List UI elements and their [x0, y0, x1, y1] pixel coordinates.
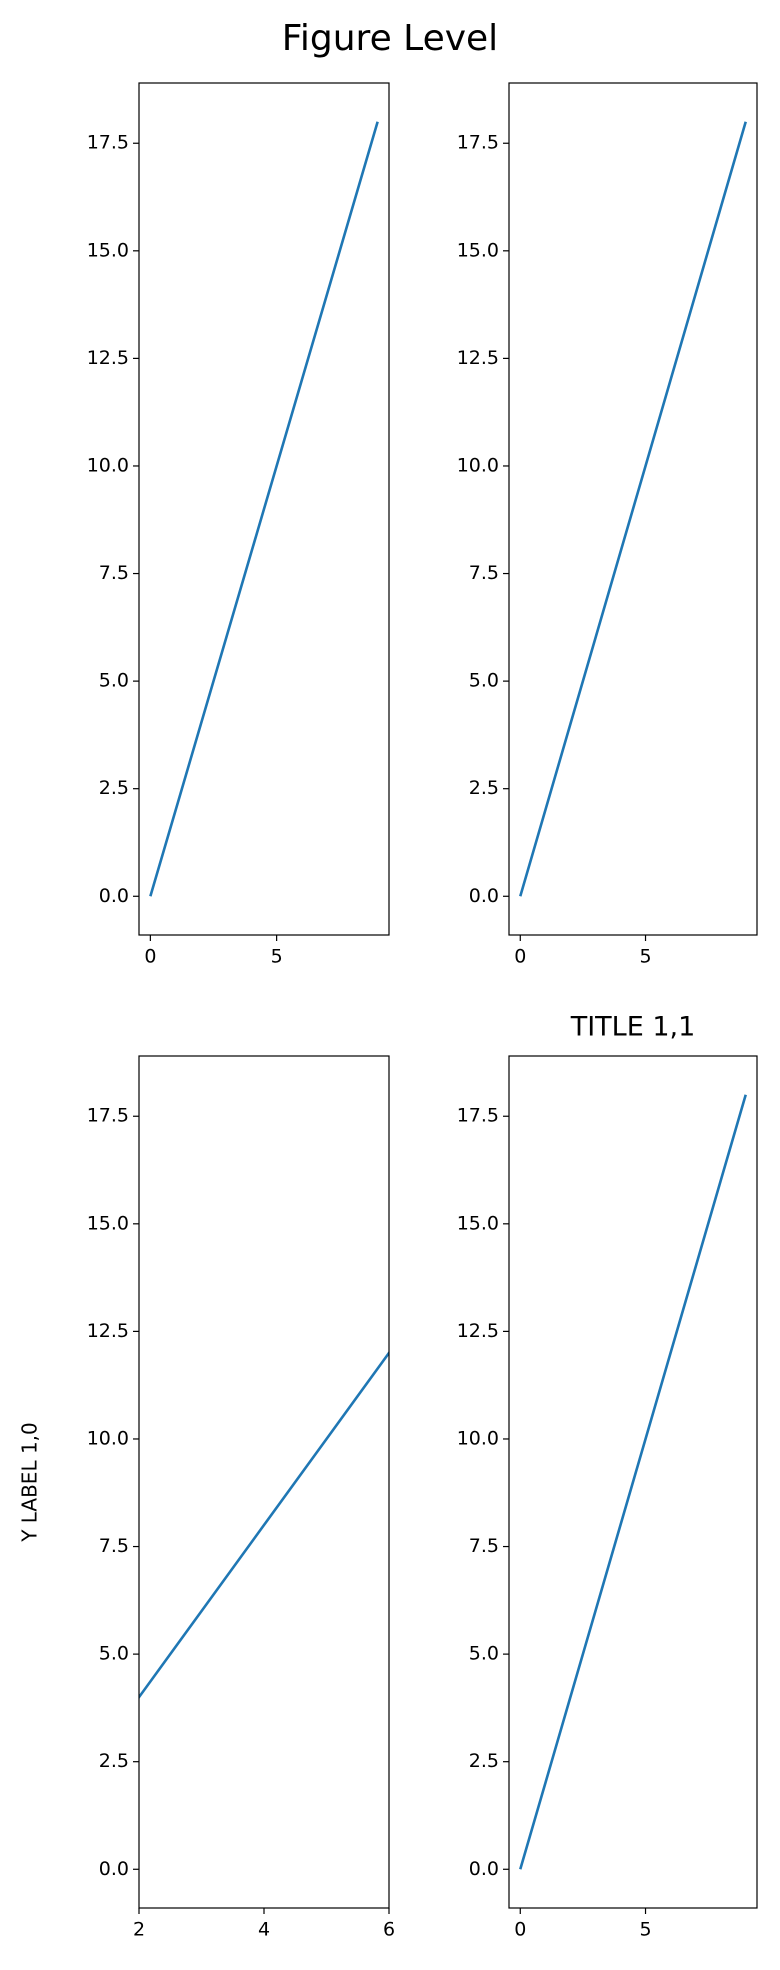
subplot: 0.0 2.5 5.0 7.5 10.0 12.5 15.0 17.5 0 5 — [87, 82, 390, 968]
y-tick-label: 10.0 — [87, 454, 129, 476]
y-tick-label: 5.0 — [99, 670, 129, 692]
x-tick-label: 0 — [514, 1919, 526, 1941]
y-tick-label: 2.5 — [99, 777, 129, 799]
x-tick-label: 6 — [383, 1919, 395, 1941]
x-tick-label: 2 — [133, 1919, 145, 1941]
y-tick-label: 0.0 — [99, 1858, 129, 1880]
y-tick-label: 0.0 — [469, 885, 499, 907]
x-tick-label: 4 — [258, 1919, 270, 1941]
axes-frame — [508, 1055, 758, 1909]
line — [149, 121, 379, 897]
subplot-title: TITLE 1,1 — [570, 1012, 696, 1043]
line — [519, 1094, 747, 1870]
x-tick-label: 0 — [514, 946, 526, 968]
y-tick-label: 17.5 — [87, 132, 129, 154]
subplot: 0.0 2.5 5.0 7.5 10.0 12.5 15.0 17.5 2 4 6 Y LABEL 1… — [18, 1055, 395, 1941]
y-tick-label: 17.5 — [457, 132, 499, 154]
x-tick-label: 5 — [639, 946, 651, 968]
y-tick-label: 7.5 — [99, 1535, 129, 1557]
x-tick-label: 0 — [144, 946, 156, 968]
y-tick-label: 5.0 — [469, 670, 499, 692]
y-tick-label: 12.5 — [87, 1320, 129, 1342]
y-tick-label: 0.0 — [99, 885, 129, 907]
y-tick-label: 12.5 — [457, 1320, 499, 1342]
axes-frame — [508, 82, 758, 936]
y-tick-label: 2.5 — [469, 777, 499, 799]
y-tick-label: 7.5 — [469, 562, 499, 584]
y-tick-label: 5.0 — [469, 1643, 499, 1665]
y-tick-label: 5.0 — [99, 1643, 129, 1665]
y-tick-label: 10.0 — [457, 1427, 499, 1449]
y-tick-label: 2.5 — [99, 1750, 129, 1772]
y-axis-label: Y LABEL 1,0 — [18, 1422, 42, 1543]
axes-frame — [138, 82, 390, 936]
y-tick-label: 10.0 — [87, 1427, 129, 1449]
y-tick-label: 15.0 — [87, 1212, 129, 1234]
y-tick-label: 7.5 — [99, 562, 129, 584]
x-tick-label: 5 — [639, 1919, 651, 1941]
y-tick-label: 10.0 — [457, 454, 499, 476]
y-tick-label: 0.0 — [469, 1858, 499, 1880]
subplot: 0.0 2.5 5.0 7.5 10.0 12.5 15.0 17.5 0 5 — [457, 82, 758, 968]
axes-frame — [138, 1055, 390, 1909]
line — [139, 1350, 389, 1700]
y-tick-label: 17.5 — [87, 1105, 129, 1127]
y-tick-label: 15.0 — [87, 239, 129, 261]
y-tick-label: 12.5 — [87, 347, 129, 369]
y-tick-label: 7.5 — [469, 1535, 499, 1557]
y-tick-label: 15.0 — [457, 1212, 499, 1234]
x-tick-label: 5 — [271, 946, 283, 968]
y-tick-label: 17.5 — [457, 1105, 499, 1127]
y-tick-label: 2.5 — [469, 1750, 499, 1772]
y-tick-label: 15.0 — [457, 239, 499, 261]
y-tick-label: 12.5 — [457, 347, 499, 369]
figure-title: Figure Level — [282, 18, 498, 59]
subplot: 0.0 2.5 5.0 7.5 10.0 12.5 15.0 17.5 0 5 TITLE 1,1 — [457, 1012, 758, 1941]
line — [519, 121, 747, 897]
